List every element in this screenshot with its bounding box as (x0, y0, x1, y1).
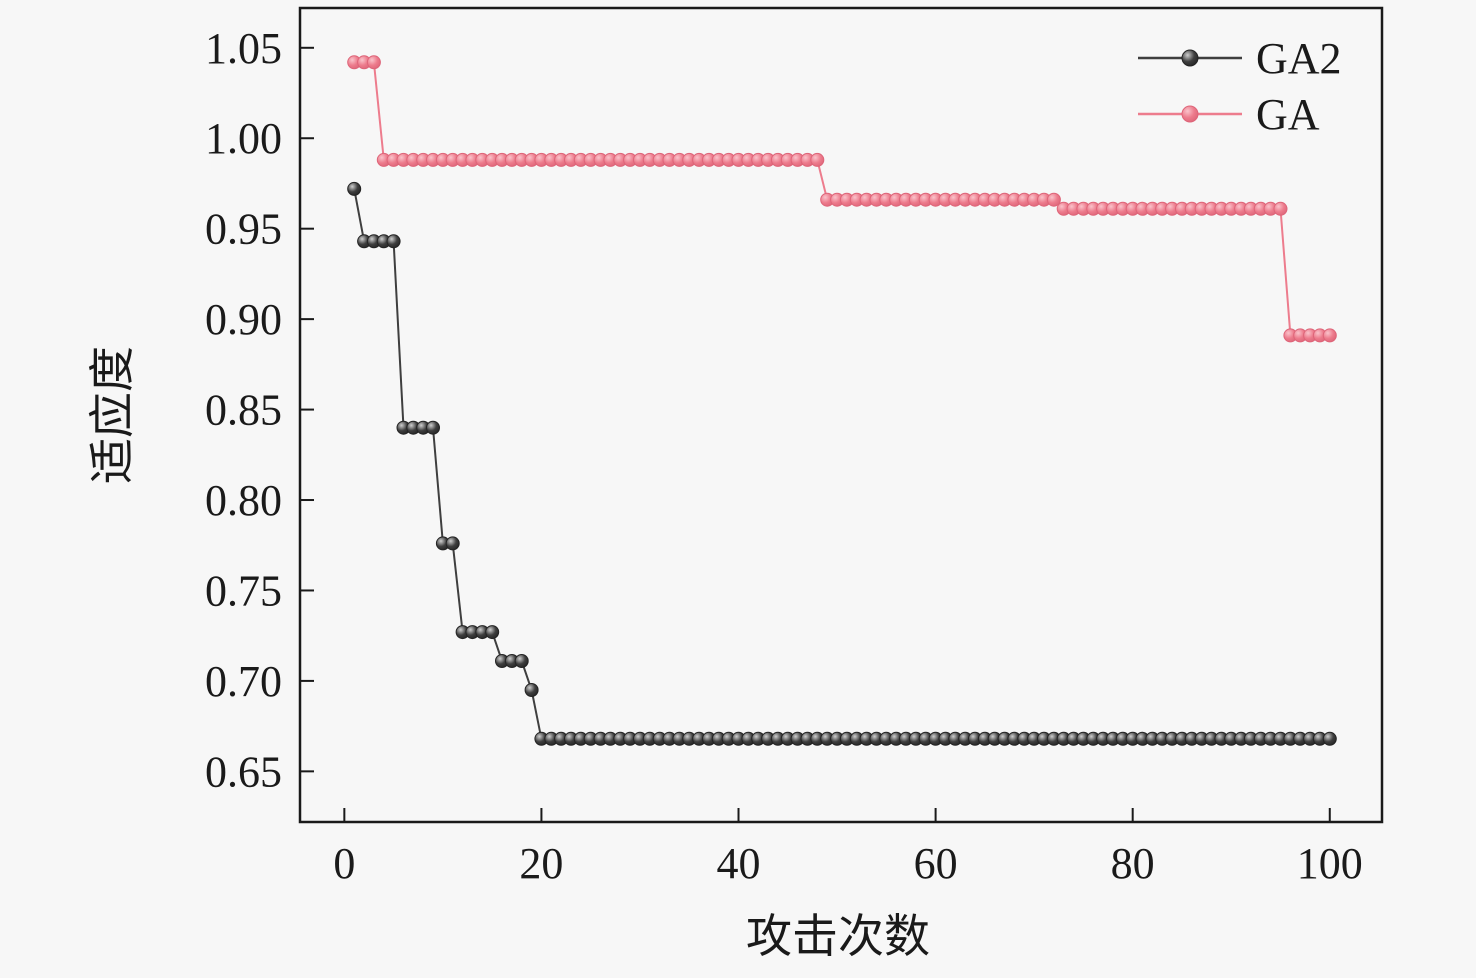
ga2-markers (347, 181, 1337, 746)
x-tick-label: 100 (1297, 839, 1363, 888)
data-point (366, 55, 381, 70)
data-point (347, 181, 362, 196)
x-tick-label: 20 (519, 839, 563, 888)
y-tick-label: 0.75 (205, 566, 282, 615)
data-point (524, 683, 539, 697)
x-tick-label: 40 (717, 839, 761, 888)
y-tick-label: 1.05 (205, 24, 282, 73)
plot-border (298, 6, 1384, 824)
y-tick-label: 0.90 (205, 295, 282, 344)
legend-label: GA (1256, 90, 1320, 139)
legend-label: GA2 (1256, 34, 1342, 83)
x-tick-label: 0 (333, 839, 355, 888)
legend-item-ga: GA (1138, 90, 1320, 139)
ga-markers (347, 55, 1337, 343)
data-point (1322, 731, 1337, 746)
data-point (810, 152, 825, 167)
legend-marker (1181, 49, 1199, 67)
data-point (1273, 201, 1288, 216)
data-point (485, 625, 500, 640)
x-tick-label: 60 (914, 839, 958, 888)
data-point (386, 234, 401, 249)
legend-marker (1181, 105, 1199, 123)
y-axis-title: 适应度 (87, 346, 138, 484)
y-tick-label: 0.85 (205, 386, 282, 435)
data-point (514, 654, 529, 668)
y-tick-label: 0.95 (205, 205, 282, 254)
data-point (426, 420, 440, 435)
data-point (1046, 192, 1061, 207)
y-tick-label: 0.65 (205, 747, 282, 796)
y-tick-label: 1.00 (205, 114, 282, 163)
data-point (445, 536, 460, 551)
y-tick-label: 0.70 (205, 657, 282, 706)
data-point (1322, 328, 1337, 343)
x-axis-title: 攻击次数 (746, 911, 930, 962)
legend-item-ga2: GA2 (1138, 34, 1342, 83)
x-tick-label: 80 (1111, 839, 1155, 888)
y-tick-label: 0.80 (205, 476, 282, 525)
